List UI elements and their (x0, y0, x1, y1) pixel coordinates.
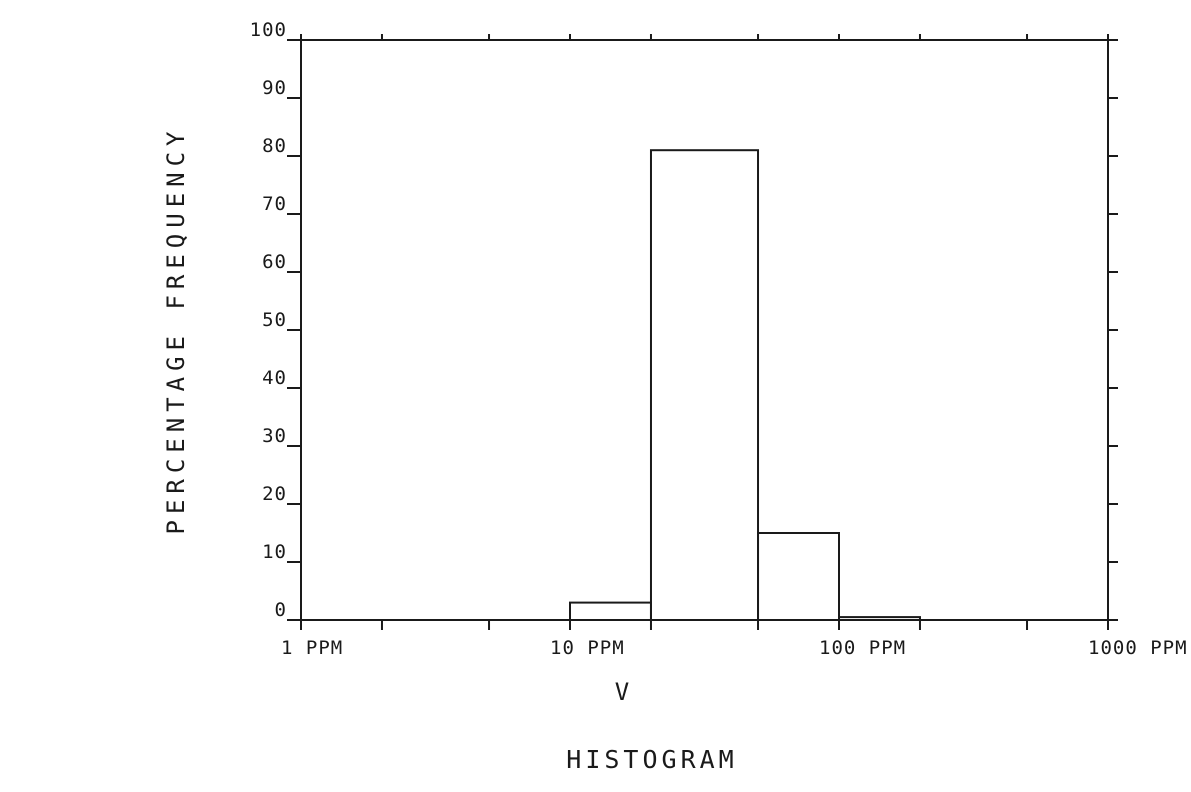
y-tick-label: 20 (262, 483, 287, 505)
y-tick-label: 10 (262, 541, 287, 563)
x-tick-label: 1000 PPM (1088, 637, 1188, 659)
x-axis-title: V (615, 678, 629, 706)
y-tick-label: 70 (262, 193, 287, 215)
tick-labels: 0 10 20 30 40 50 60 70 80 90 100 1 PPM 10 PPM 100 PPM… (250, 19, 1188, 659)
y-axis-title: PERCENTAGE FREQUENCY (162, 126, 190, 535)
y-tick-label: 60 (262, 251, 287, 273)
y-tick-label: 100 (250, 19, 287, 41)
x-tick-label: 10 PPM (550, 637, 625, 659)
x-tick-label: 1 PPM (281, 637, 343, 659)
chart-title: HISTOGRAM (566, 745, 737, 774)
axis-ticks (287, 34, 1118, 630)
y-tick-label: 0 (275, 599, 287, 621)
x-tick-label: 100 PPM (819, 637, 906, 659)
y-tick-label: 40 (262, 367, 287, 389)
y-tick-label: 50 (262, 309, 287, 331)
y-tick-label: 90 (262, 77, 287, 99)
y-tick-label: 30 (262, 425, 287, 447)
y-tick-label: 80 (262, 135, 287, 157)
